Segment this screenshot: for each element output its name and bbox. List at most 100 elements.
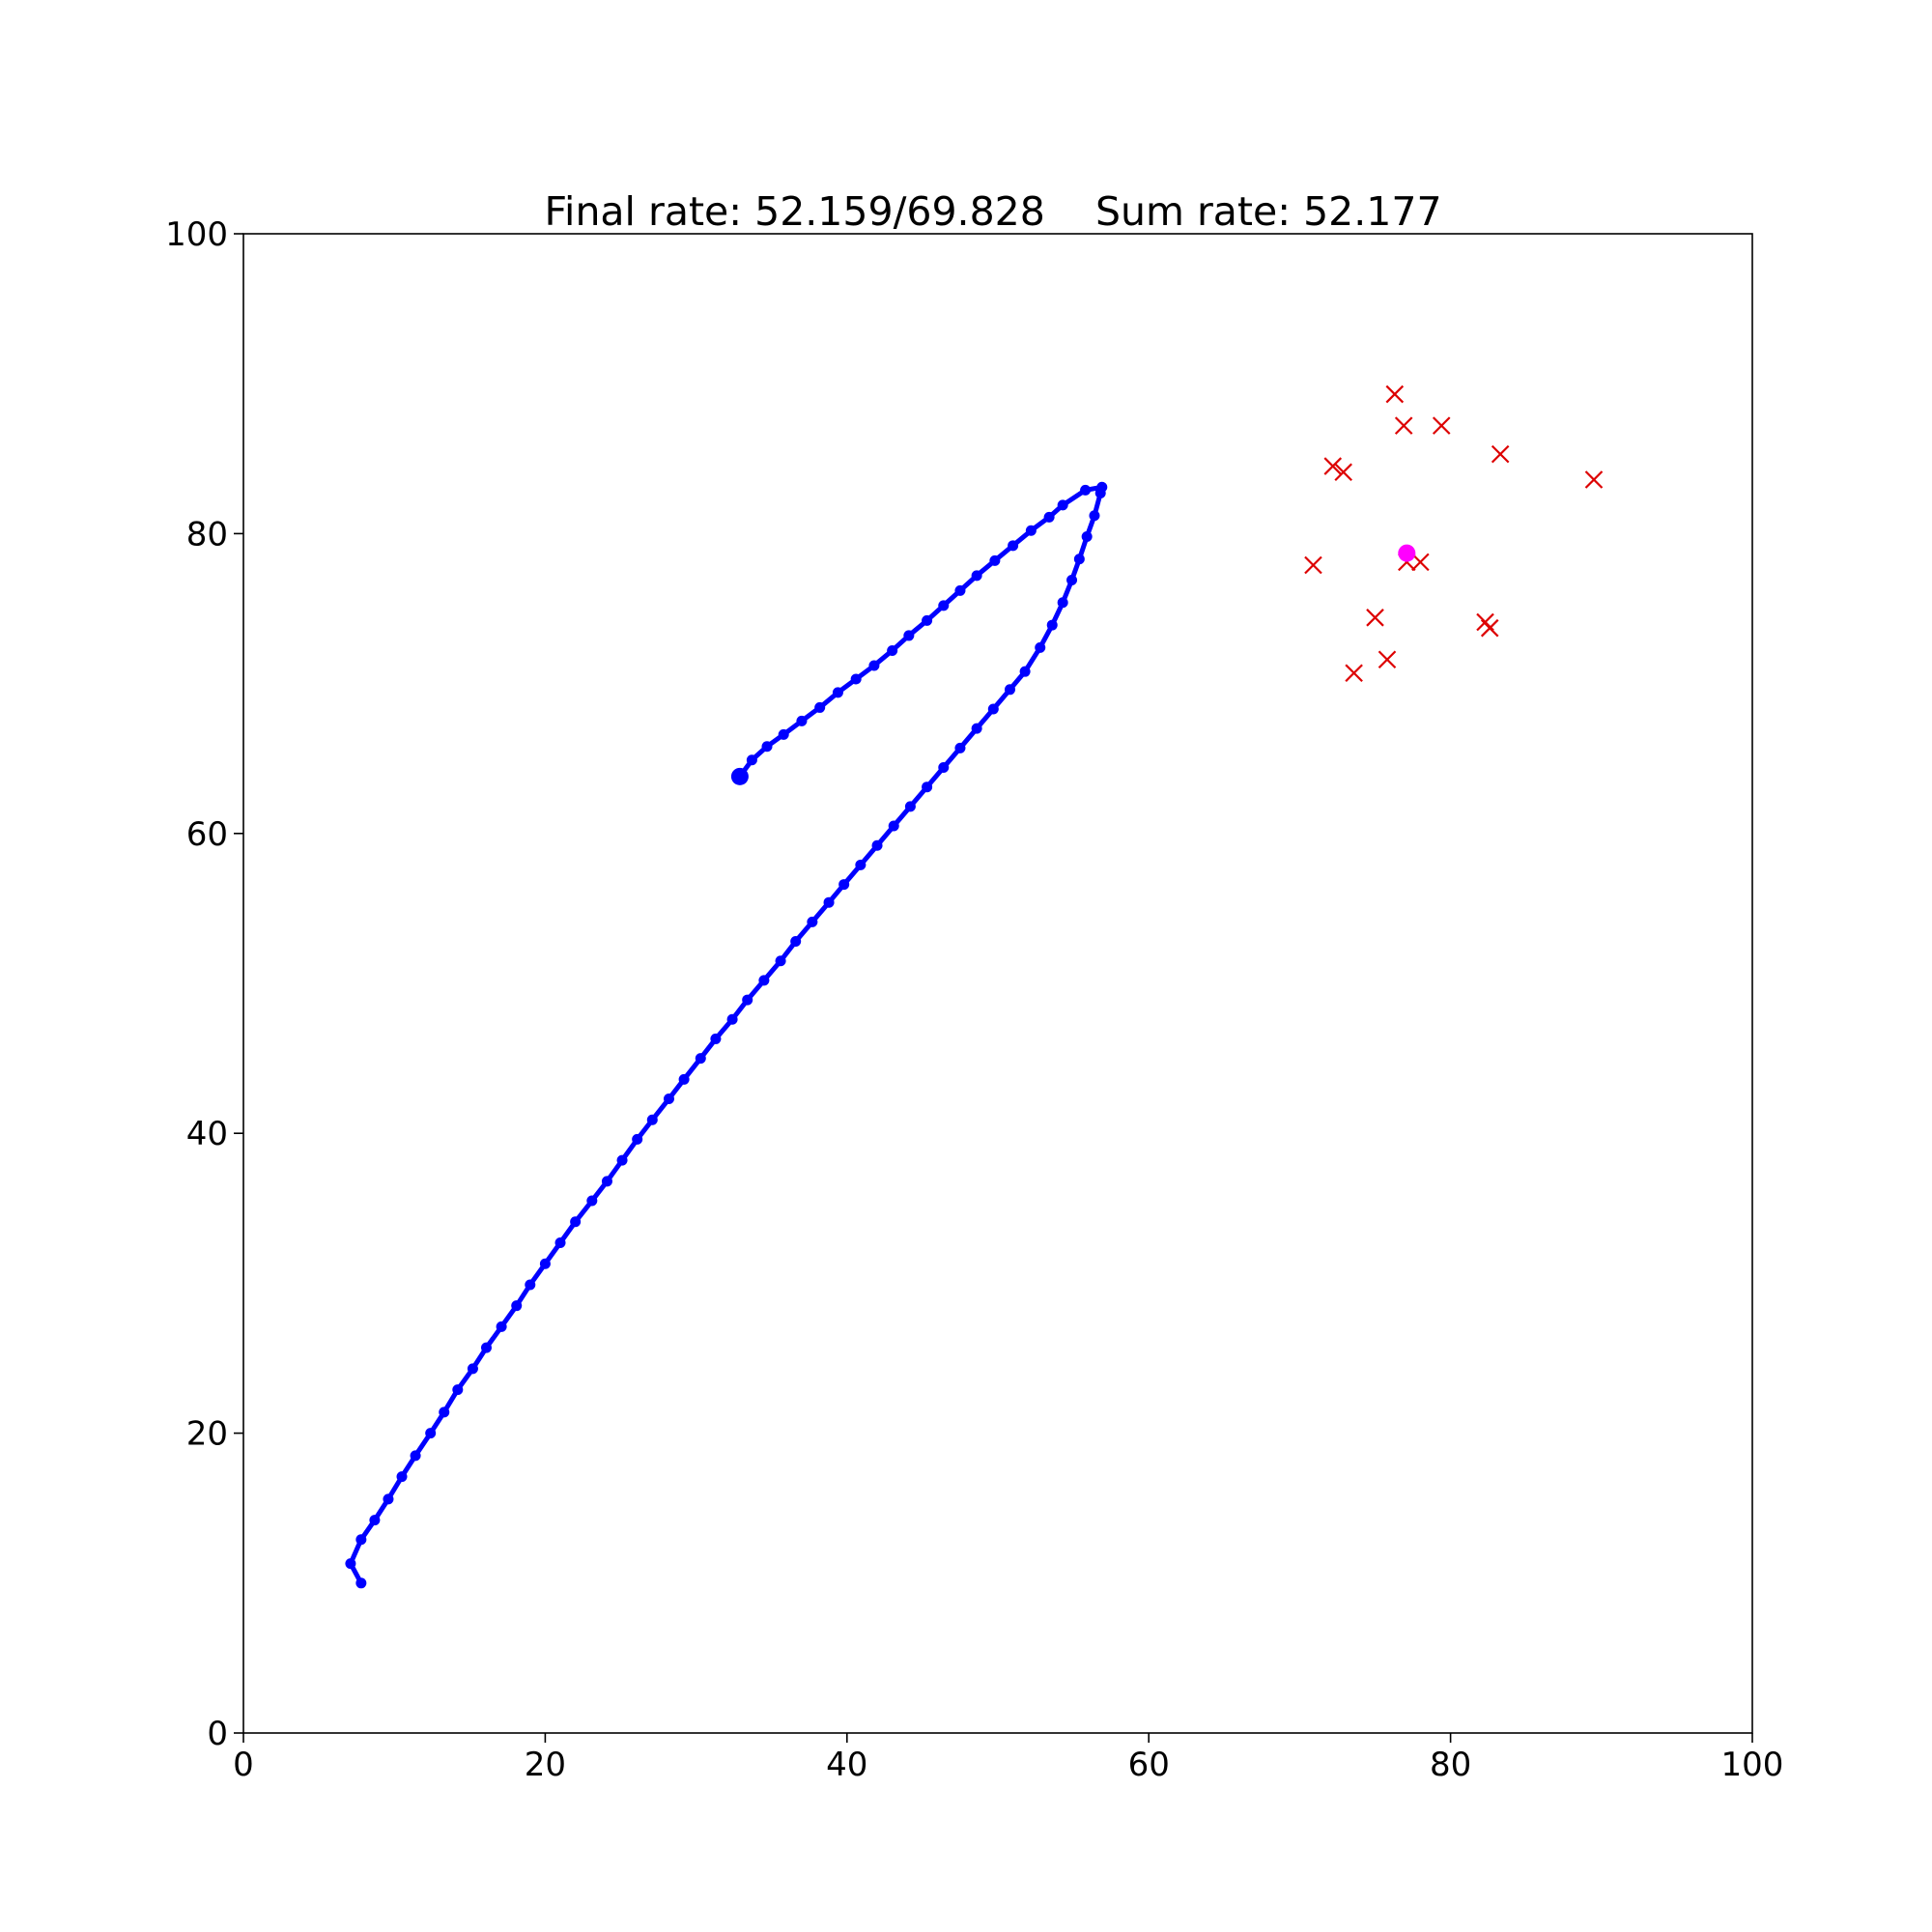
trajectory-point [355, 1577, 367, 1589]
user-marker [1491, 444, 1510, 464]
trajectory-point [1008, 540, 1019, 552]
trajectory-point [410, 1450, 421, 1462]
y-tick-label: 40 [186, 1115, 228, 1153]
trajectory-point [539, 1258, 551, 1269]
trajectory-point [1089, 510, 1100, 522]
trajectory-point [761, 741, 773, 753]
user-marker [1366, 609, 1384, 627]
trajectory-point [369, 1515, 381, 1526]
trajectory-point [1019, 666, 1031, 677]
trajectory-point [616, 1154, 628, 1166]
trajectory-point [823, 896, 835, 908]
trajectory-point [726, 1013, 738, 1025]
trajectory-point [1080, 484, 1092, 496]
trajectory-point [601, 1176, 612, 1187]
chart-title: Final rate: 52.159/69.828 Sum rate: 52.1… [544, 188, 1441, 235]
trajectory-point [838, 879, 850, 891]
trajectory-point [554, 1236, 566, 1248]
user-marker [1385, 384, 1405, 404]
trajectory-point [383, 1493, 394, 1505]
trajectory-point [678, 1073, 690, 1085]
trajectory-point [695, 1053, 706, 1065]
trajectory-point [1066, 575, 1078, 586]
trajectory-point [954, 584, 966, 596]
trajectory-point [425, 1428, 437, 1439]
trajectory-point [938, 762, 950, 774]
series-layer [345, 384, 1604, 1589]
trajectory-point [345, 1558, 356, 1570]
trajectory-point [868, 660, 880, 671]
y-tick-label: 20 [186, 1415, 228, 1454]
x-axis: 0 20 40 60 80 100 [233, 1733, 1783, 1784]
trajectory-point [452, 1384, 464, 1396]
trajectory-point [746, 754, 757, 766]
user-marker [1480, 618, 1499, 638]
trajectory-point [903, 630, 915, 641]
trajectory-point [1096, 481, 1108, 493]
trajectory-point [525, 1279, 536, 1291]
trajectory-point [887, 644, 898, 656]
trajectory-point [646, 1114, 658, 1125]
x-tick-label: 100 [1721, 1746, 1784, 1784]
user-marker [1378, 650, 1397, 669]
trajectory-point [1004, 684, 1015, 696]
trajectory-point [355, 1534, 367, 1546]
trajectory-point [971, 723, 982, 734]
y-axis: 0 20 40 60 80 100 [165, 215, 243, 1753]
trajectory-point [796, 715, 808, 726]
user-marker [1334, 463, 1352, 482]
y-tick-label: 0 [207, 1715, 228, 1753]
trajectory-point [496, 1321, 507, 1332]
y-tick-label: 60 [186, 815, 228, 854]
trajectory-point [586, 1195, 598, 1207]
trajectory-point [971, 570, 982, 582]
trajectory-point [1025, 525, 1037, 536]
trajectory-point [710, 1033, 722, 1044]
trajectory-point [904, 801, 916, 812]
trajectory-point [663, 1094, 674, 1105]
trajectory-point [888, 820, 899, 832]
trajectory-line [348, 484, 1105, 1586]
trajectory-point [938, 600, 950, 611]
trajectory-point [480, 1342, 492, 1353]
trajectory-point [989, 554, 1001, 566]
trajectory-point [922, 781, 933, 793]
trajectory-point [1057, 499, 1068, 511]
user-marker [1345, 664, 1363, 683]
trajectory-point [439, 1406, 450, 1418]
trajectory-point [871, 839, 883, 851]
trajectory-point [758, 975, 770, 986]
user-marker [1584, 470, 1604, 489]
trajectory-point [855, 859, 867, 870]
trajectory-point [987, 703, 999, 715]
user-marker [1432, 416, 1451, 435]
trajectory-point [807, 916, 818, 927]
trajectory-point [814, 701, 826, 713]
trajectory-point [1035, 641, 1046, 653]
trajectory-point [954, 742, 966, 753]
x-tick-label: 40 [826, 1746, 867, 1784]
user-marker [1304, 555, 1322, 575]
trajectory-point [832, 687, 843, 698]
x-tick-label: 20 [525, 1746, 566, 1784]
trajectory-point [1057, 597, 1068, 609]
trajectory-point [1081, 531, 1093, 543]
plot-area [242, 233, 1753, 1734]
trajectory-point [570, 1216, 582, 1228]
trajectory-point [742, 994, 753, 1006]
user-marker [1323, 457, 1343, 475]
trajectory-point [396, 1471, 408, 1483]
trajectory-point [467, 1363, 478, 1375]
trajectory-point [775, 955, 786, 967]
trajectory-end-point [730, 767, 749, 785]
user-marker [1394, 416, 1413, 435]
x-tick-label: 60 [1128, 1746, 1170, 1784]
y-tick-label: 80 [186, 515, 228, 554]
user-marker [1411, 553, 1430, 572]
x-tick-label: 80 [1430, 1746, 1471, 1784]
trajectory-point [778, 728, 789, 740]
y-tick-label: 100 [165, 215, 228, 254]
trajectory-point [1043, 511, 1055, 523]
trajectory-point [790, 936, 802, 948]
